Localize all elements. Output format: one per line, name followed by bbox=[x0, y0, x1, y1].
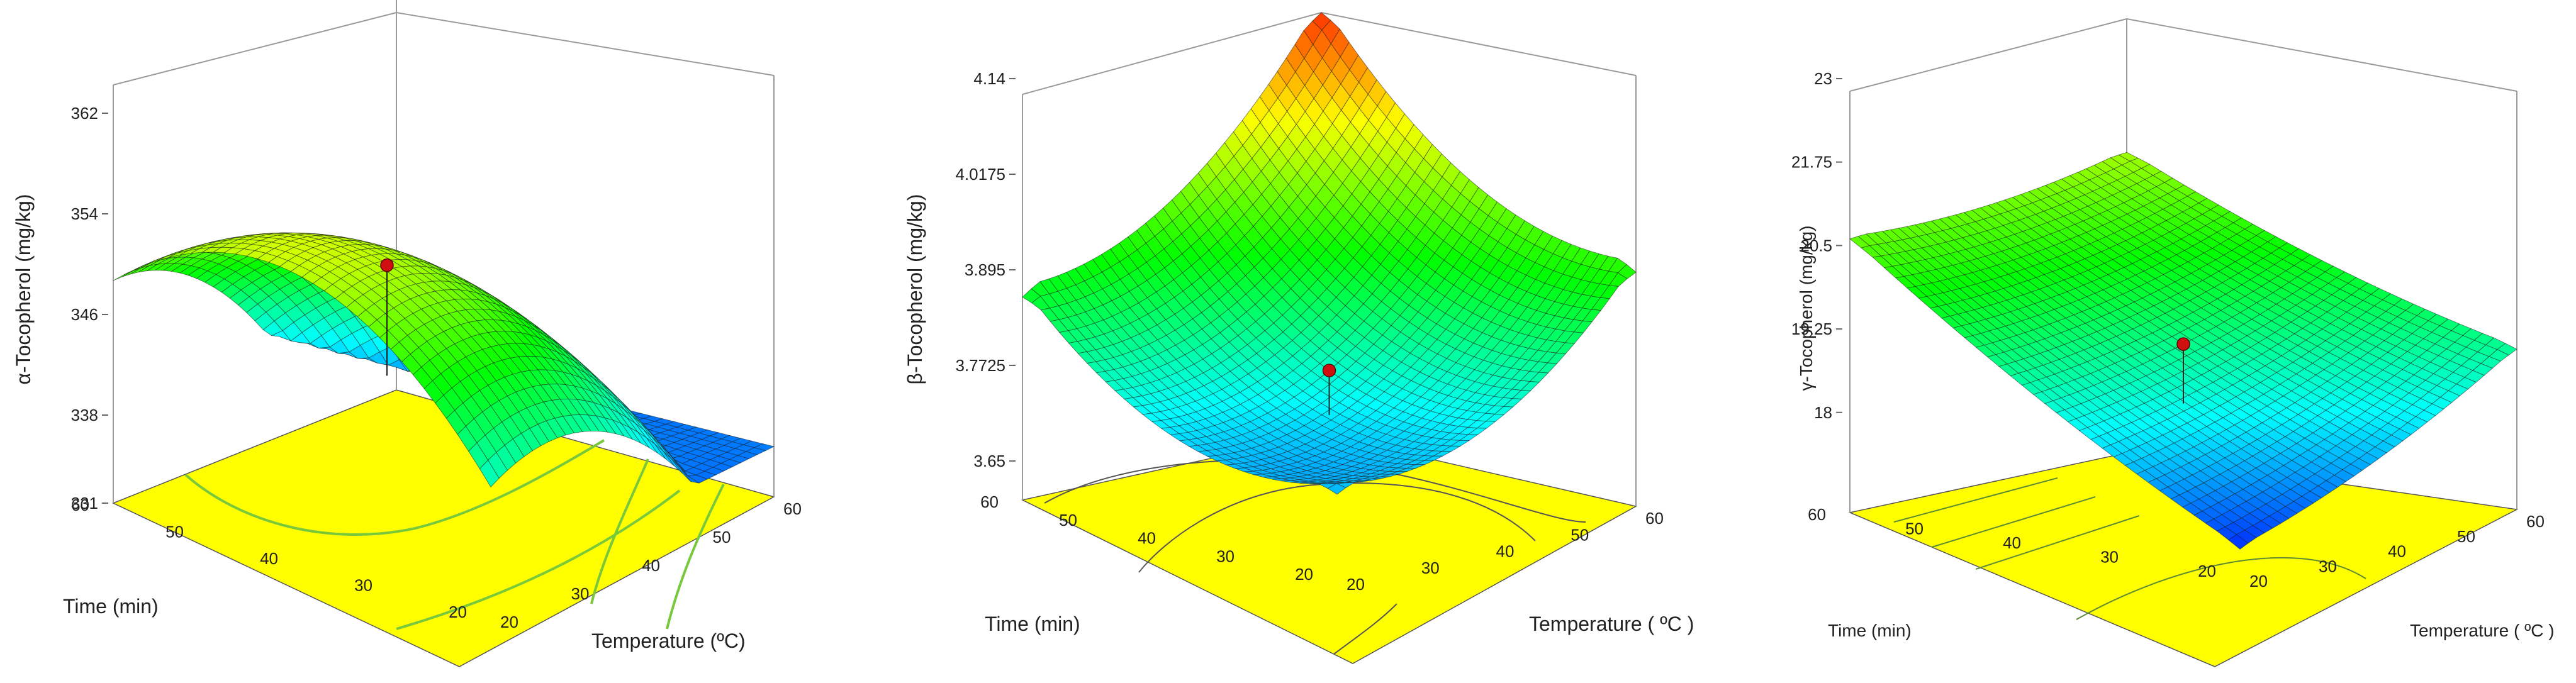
contour-lines bbox=[1893, 477, 2366, 620]
x-tick-label: 40 bbox=[642, 556, 660, 575]
optimum-point bbox=[2176, 337, 2190, 404]
x-tick-label: 50 bbox=[2457, 527, 2475, 546]
z-tick-label: 3.65 bbox=[973, 452, 1005, 470]
x-axis-ticks: 20 30 40 50 60 bbox=[500, 499, 802, 631]
y-tick-label: 40 bbox=[1138, 529, 1156, 548]
z-tick-label: 20.5 bbox=[1800, 236, 1832, 255]
z-tick-label: 4.0175 bbox=[955, 165, 1005, 184]
x-tick-label: 30 bbox=[1421, 558, 1440, 577]
y-tick-label: 60 bbox=[71, 496, 89, 514]
z-tick-label: 23 bbox=[1814, 69, 1832, 88]
z-tick-label: 3.895 bbox=[965, 260, 1005, 279]
y-axis-ticks: 20 30 40 50 60 bbox=[71, 496, 467, 621]
x-axis-label: Temperature ( ºC ) bbox=[2410, 621, 2555, 640]
z-tick-label: 346 bbox=[71, 305, 98, 324]
response-surface bbox=[1849, 152, 2517, 550]
z-tick-label: 362 bbox=[71, 104, 98, 123]
y-axis-ticks: 20 30 40 50 60 bbox=[980, 492, 1313, 584]
z-axis-ticks: 18 19.25 20.5 21.75 23 bbox=[1791, 69, 1842, 422]
x-tick-label: 20 bbox=[2249, 572, 2268, 591]
x-axis-ticks: 20 30 40 50 60 bbox=[1347, 509, 1664, 594]
beta-tocopherol-chart: 3.65 3.7725 3.895 4.0175 4.14 20 30 40 50 60 20 3… bbox=[904, 12, 1694, 664]
x-tick-label: 50 bbox=[713, 528, 731, 547]
y-tick-label: 30 bbox=[2100, 548, 2119, 567]
x-tick-label: 20 bbox=[500, 613, 518, 631]
y-tick-label: 20 bbox=[1295, 565, 1313, 584]
z-tick-label: 3.7725 bbox=[955, 356, 1005, 375]
y-axis-label: Time (min) bbox=[63, 595, 159, 618]
x-axis-ticks: 20 30 40 50 60 bbox=[2249, 512, 2545, 591]
gamma-tocopherol-chart: 18 19.25 20.5 21.75 23 20 30 40 50 60 20 30 40 50 60… bbox=[1791, 18, 2555, 667]
y-tick-label: 40 bbox=[2003, 533, 2021, 552]
y-tick-label: 50 bbox=[165, 523, 184, 541]
y-tick-label: 40 bbox=[260, 549, 278, 568]
y-tick-label: 50 bbox=[1059, 511, 1077, 530]
axis-frame bbox=[113, 0, 775, 503]
x-tick-label: 30 bbox=[571, 584, 590, 603]
x-tick-label: 60 bbox=[783, 499, 802, 518]
y-tick-label: 30 bbox=[354, 576, 372, 595]
y-axis-label: Time (min) bbox=[1828, 621, 1912, 640]
optimum-point bbox=[1322, 364, 1336, 415]
x-tick-label: 30 bbox=[2319, 557, 2337, 575]
z-tick-label: 331 bbox=[71, 494, 98, 513]
z-tick-label: 18 bbox=[1814, 403, 1832, 422]
z-axis-label: γ-Tocopherol (mg/kg) bbox=[1796, 226, 1816, 391]
z-tick-label: 4.14 bbox=[973, 69, 1005, 88]
x-tick-label: 60 bbox=[1645, 509, 1664, 528]
x-tick-label: 20 bbox=[1347, 575, 1365, 594]
surface-cell bbox=[2228, 534, 2249, 550]
optimum-dot bbox=[380, 258, 394, 272]
y-tick-label: 20 bbox=[2198, 562, 2216, 580]
x-tick-label: 50 bbox=[1571, 525, 1589, 544]
response-surface bbox=[113, 232, 775, 488]
x-tick-label: 40 bbox=[1496, 542, 1515, 561]
optimum-dot bbox=[2176, 337, 2190, 351]
x-axis-label: Temperature (ºC) bbox=[591, 630, 746, 652]
x-axis-label: Temperature ( ºC ) bbox=[1529, 613, 1694, 635]
optimum-point bbox=[380, 258, 394, 376]
y-tick-label: 50 bbox=[1905, 519, 1924, 538]
surface-cell bbox=[1327, 483, 1347, 495]
z-axis-label: β-Tocopherol (mg/kg) bbox=[904, 194, 926, 385]
x-tick-label: 40 bbox=[2388, 542, 2406, 561]
z-tick-label: 354 bbox=[71, 204, 98, 223]
z-axis-ticks: 331 338 346 354 362 bbox=[71, 104, 108, 513]
y-tick-label: 60 bbox=[1808, 505, 1826, 524]
contour-lines bbox=[184, 439, 725, 630]
y-tick-label: 60 bbox=[980, 492, 999, 511]
y-axis-ticks: 20 30 40 50 60 bbox=[1808, 505, 2216, 580]
z-axis-label: α-Tocopherol (mg/kg) bbox=[12, 194, 35, 384]
response-surface bbox=[1022, 12, 1637, 495]
surface-cell bbox=[479, 459, 500, 488]
z-tick-label: 19.25 bbox=[1791, 319, 1832, 338]
z-tick-label: 21.75 bbox=[1791, 153, 1832, 172]
z-axis-ticks: 3.65 3.7725 3.895 4.0175 4.14 bbox=[955, 69, 1016, 470]
y-tick-label: 20 bbox=[449, 602, 467, 621]
x-tick-label: 60 bbox=[2526, 512, 2545, 531]
y-axis-label: Time (min) bbox=[985, 613, 1080, 635]
z-tick-label: 338 bbox=[71, 406, 98, 425]
optimum-dot bbox=[1322, 364, 1336, 377]
alpha-tocopherol-chart: 331 338 346 354 362 20 30 40 50 60 20 30 40 50 60 α-… bbox=[12, 0, 802, 667]
y-tick-label: 30 bbox=[1216, 547, 1235, 565]
